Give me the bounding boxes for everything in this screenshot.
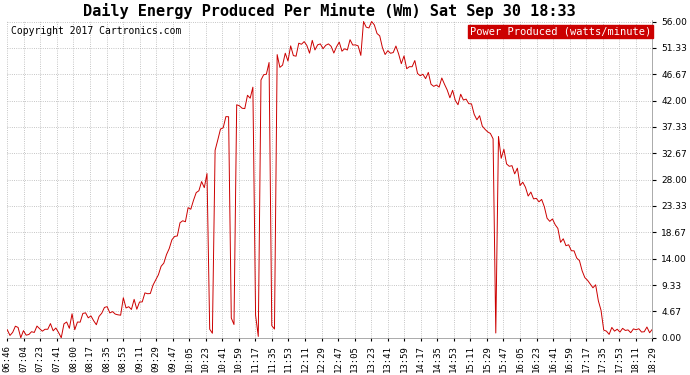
Text: Power Produced (watts/minute): Power Produced (watts/minute) [470, 26, 651, 36]
Text: Copyright 2017 Cartronics.com: Copyright 2017 Cartronics.com [10, 26, 181, 36]
Title: Daily Energy Produced Per Minute (Wm) Sat Sep 30 18:33: Daily Energy Produced Per Minute (Wm) Sa… [83, 3, 576, 19]
